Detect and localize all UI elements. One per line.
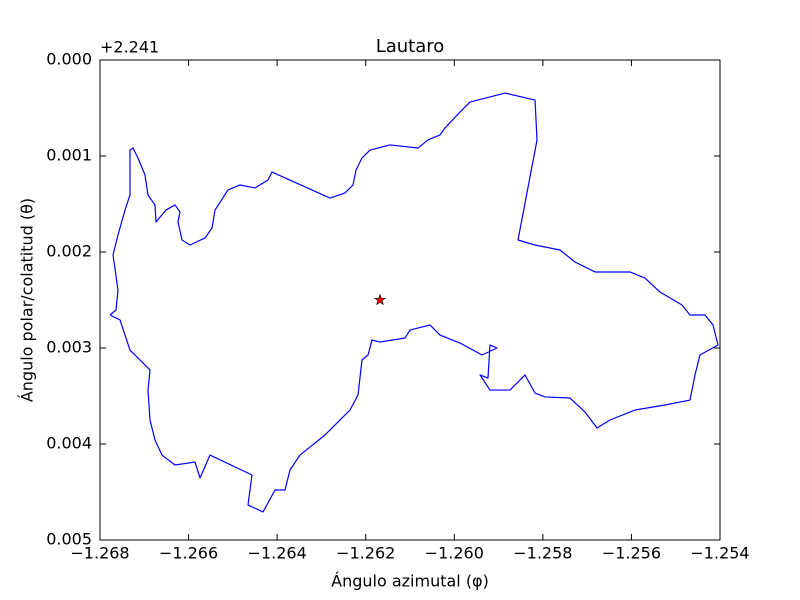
y-tick-label: 0.004 (46, 434, 92, 453)
y-offset-text: +2.241 (100, 38, 159, 57)
x-axis-label: Ángulo azimutal (φ) (331, 572, 489, 591)
x-tick-label: −1.254 (690, 544, 749, 563)
star-marker (373, 293, 387, 306)
x-tick-label: −1.268 (70, 544, 129, 563)
y-tick-label: 0.003 (46, 338, 92, 357)
y-tick-label: 0.005 (46, 530, 92, 549)
y-tick-label: 0.000 (46, 50, 92, 69)
y-tick-label: 0.001 (46, 146, 92, 165)
y-tick-label: 0.002 (46, 242, 92, 261)
y-axis-label: Ángulo polar/colatitud (θ) (18, 198, 37, 402)
plot-frame (99, 59, 721, 541)
chart-title: Lautaro (376, 36, 445, 57)
outline-line (109, 92, 719, 513)
x-tick-label: −1.260 (425, 544, 484, 563)
x-tick-label: −1.256 (602, 544, 661, 563)
x-tick-label: −1.262 (336, 544, 395, 563)
x-tick-label: −1.264 (248, 544, 307, 563)
x-tick-label: −1.266 (159, 544, 218, 563)
x-tick-label: −1.258 (513, 544, 572, 563)
